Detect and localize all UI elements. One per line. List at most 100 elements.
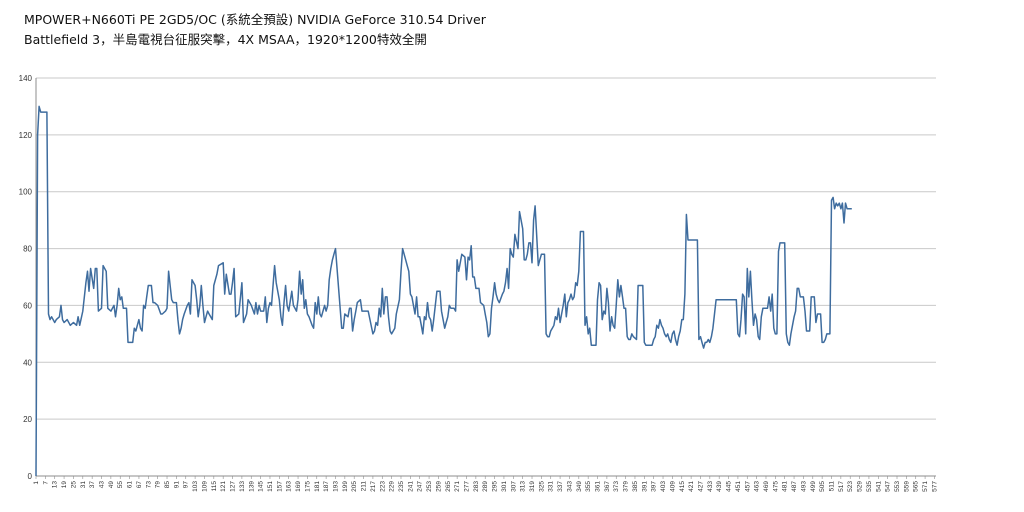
x-tick-label: 445 [726,481,733,492]
x-tick-label: 367 [604,481,611,492]
chart-title: MPOWER+N660Ti PE 2GD5/OC (系統全預設) NVIDIA … [24,12,486,27]
x-tick-label: 241 [407,481,414,492]
x-tick-label: 409 [669,481,676,492]
x-tick-label: 79 [155,481,162,489]
y-tick-label: 60 [23,301,32,310]
x-tick-label: 325 [538,481,545,492]
x-tick-label: 13 [52,481,59,489]
x-tick-label: 433 [707,481,714,492]
x-tick-label: 247 [417,481,424,492]
x-tick-label: 463 [754,481,761,492]
y-tick-label: 80 [23,245,32,254]
x-tick-label: 493 [800,481,807,492]
y-tick-labels: 0 20 40 60 80 100 120 140 [19,74,33,481]
x-tick-label: 205 [351,481,358,492]
x-tick-label: 415 [679,481,686,492]
x-tick-label: 217 [370,481,377,492]
y-tick-label: 100 [19,188,33,197]
x-tick-label: 331 [548,481,555,492]
y-tick-label: 140 [19,74,33,83]
x-tick-label: 295 [492,481,499,492]
x-tick-label: 337 [557,481,564,492]
x-tick-label: 517 [838,481,845,492]
x-tick-label: 391 [641,481,648,492]
y-tick-label: 120 [19,131,33,140]
x-tick-labels: 1 7 13 19 25 31 37 43 49 55 61 67 73 79 85 91 97 103 109 11… [33,481,938,492]
x-tick-label: 397 [651,481,658,492]
x-tick-label: 37 [89,481,96,489]
series-line-0 [35,105,852,477]
x-tick-label: 31 [80,481,87,489]
x-tick-label: 229 [389,481,396,492]
x-tick-label: 169 [295,481,302,492]
x-tick-label: 193 [332,481,339,492]
x-tick-label: 97 [183,481,190,489]
x-tick-label: 421 [688,481,695,492]
x-tick-label: 307 [510,481,517,492]
x-tick-label: 265 [445,481,452,492]
gridlines [36,77,936,420]
x-tick-label: 313 [520,481,527,492]
x-tick-label: 571 [922,481,929,492]
x-tick-label: 379 [623,481,630,492]
x-tick-label: 43 [99,481,106,489]
y-tick-label: 20 [23,415,32,424]
x-tick-label: 1 [33,481,40,485]
x-tick-label: 133 [239,481,246,492]
x-tick-label: 475 [772,481,779,492]
x-tick-label: 175 [304,481,311,492]
x-tick-label: 547 [885,481,892,492]
x-tick-label: 319 [529,481,536,492]
x-tick-label: 361 [595,481,602,492]
x-tick-label: 349 [576,481,583,492]
x-tick-label: 121 [220,481,227,492]
x-tick-label: 211 [361,481,368,492]
x-tick-label: 259 [435,481,442,492]
x-tick-label: 103 [192,481,199,492]
x-tick-label: 559 [903,481,910,492]
x-tick-label: 163 [286,481,293,492]
chart-subtitle: Battlefield 3，半島電視台征服突擊，4X MSAA，1920*120… [24,32,427,47]
x-tick-label: 505 [819,481,826,492]
x-tick-label: 355 [585,481,592,492]
x-tick-label: 55 [117,481,124,489]
x-tick-label: 541 [875,481,882,492]
x-tick-label: 151 [267,481,274,492]
x-tick-label: 289 [482,481,489,492]
x-tick-label: 115 [211,481,218,492]
series [35,105,852,477]
x-tick-label: 283 [473,481,480,492]
x-tick-label: 481 [782,481,789,492]
x-tick-label: 469 [763,481,770,492]
x-tick-label: 85 [164,481,171,489]
x-tick-label: 499 [810,481,817,492]
x-tick-label: 529 [857,481,864,492]
x-tick-label: 487 [791,481,798,492]
x-tick-label: 157 [276,481,283,492]
x-tick-label: 67 [136,481,143,489]
x-tick-label: 553 [894,481,901,492]
x-tick-label: 7 [42,481,49,485]
x-tick-label: 49 [108,481,115,489]
x-tick-label: 535 [866,481,873,492]
x-tick-label: 577 [931,481,938,492]
x-tick-label: 457 [744,481,751,492]
x-tick-label: 199 [342,481,349,492]
x-tick-label: 181 [314,481,321,492]
y-tick-label: 40 [23,358,32,367]
x-tick-label: 109 [201,481,208,492]
x-tick-label: 25 [70,481,77,489]
chart-title-block: MPOWER+N660Ti PE 2GD5/OC (系統全預設) NVIDIA … [24,10,486,50]
x-tick-label: 565 [913,481,920,492]
x-tick-label: 271 [454,481,461,492]
x-tick-label: 253 [426,481,433,492]
x-tick-label: 145 [258,481,265,492]
x-tick-label: 61 [127,481,134,489]
x-tick-label: 277 [464,481,471,492]
x-tick-label: 301 [501,481,508,492]
x-tick-label: 523 [847,481,854,492]
y-tick-label: 0 [28,472,33,481]
x-tick-label: 343 [566,481,573,492]
x-tick-label: 439 [716,481,723,492]
